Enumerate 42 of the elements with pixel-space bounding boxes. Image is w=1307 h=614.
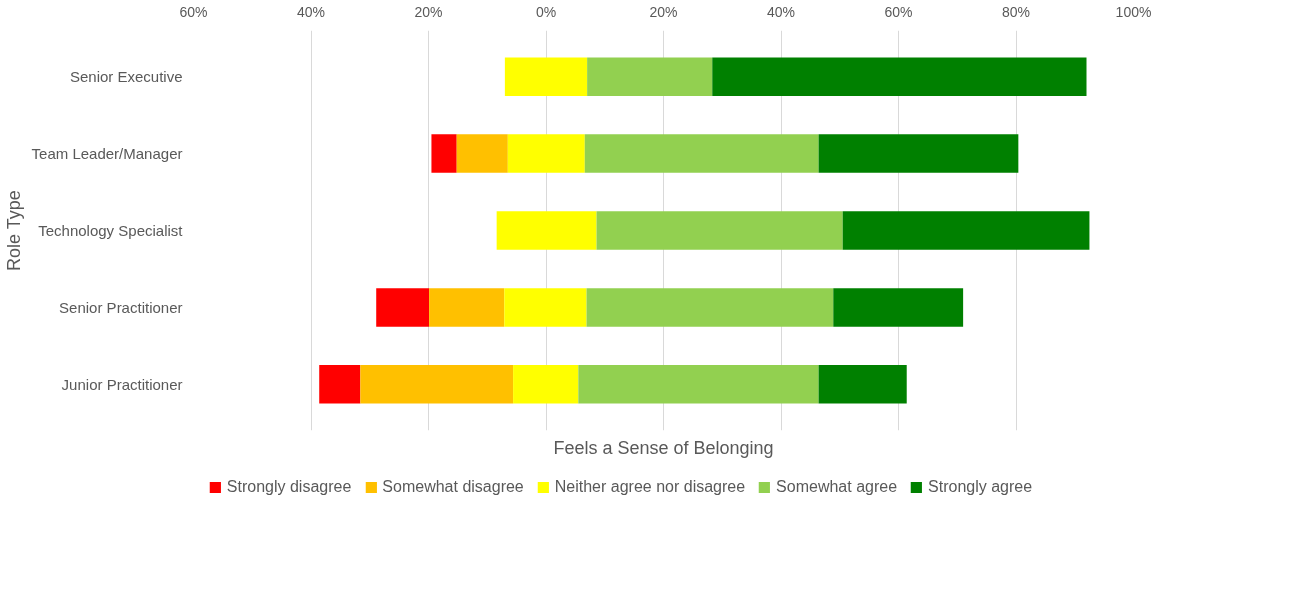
- x-tick-label: 40%: [766, 3, 796, 20]
- bar: [584, 134, 819, 173]
- bar: [504, 57, 588, 96]
- x-tick-label: 20%: [414, 3, 443, 20]
- bar: [587, 57, 713, 96]
- bar: [818, 134, 1019, 173]
- x-tick-label: 40%: [296, 3, 326, 20]
- y-tick-label: Junior Practitioner: [61, 375, 183, 393]
- bar: [833, 288, 964, 327]
- bar: [578, 365, 819, 404]
- bar: [319, 365, 361, 404]
- y-tick-label: Senior Practitioner: [59, 298, 183, 316]
- bar: [376, 288, 430, 327]
- x-tick-label: 60%: [884, 3, 913, 20]
- legend-label: Strongly disagree: [226, 478, 352, 496]
- bar: [496, 211, 597, 250]
- x-tick-label: 80%: [1001, 3, 1031, 20]
- bar: [712, 57, 1087, 96]
- bar: [596, 211, 843, 250]
- bar: [507, 134, 585, 173]
- bar: [513, 365, 579, 404]
- legend-label: Somewhat agree: [776, 478, 898, 496]
- x-tick-label: 20%: [649, 3, 678, 20]
- y-tick-label: Senior Executive: [69, 68, 183, 86]
- bar: [818, 365, 907, 404]
- x-tick-label: 0%: [535, 3, 557, 20]
- bar: [360, 365, 514, 404]
- bar: [504, 288, 587, 327]
- bar: [456, 134, 508, 173]
- bar: [429, 288, 505, 327]
- legend-label: Strongly agree: [928, 478, 1033, 496]
- legend-label: Neither agree nor disagree: [554, 478, 746, 496]
- y-tick-label: Technology Specialist: [38, 222, 184, 239]
- y-tick-label: Team Leader/Manager: [31, 145, 183, 163]
- bar: [431, 134, 457, 173]
- x-tick-label: 60%: [179, 3, 208, 20]
- bar: [586, 288, 834, 327]
- y-axis-title: Role Type: [3, 190, 24, 272]
- x-tick-label: 100%: [1115, 3, 1152, 20]
- x-axis-title: Feels a Sense of Belonging: [553, 437, 774, 458]
- bar: [842, 211, 1090, 250]
- legend-label: Somewhat disagree: [382, 478, 524, 496]
